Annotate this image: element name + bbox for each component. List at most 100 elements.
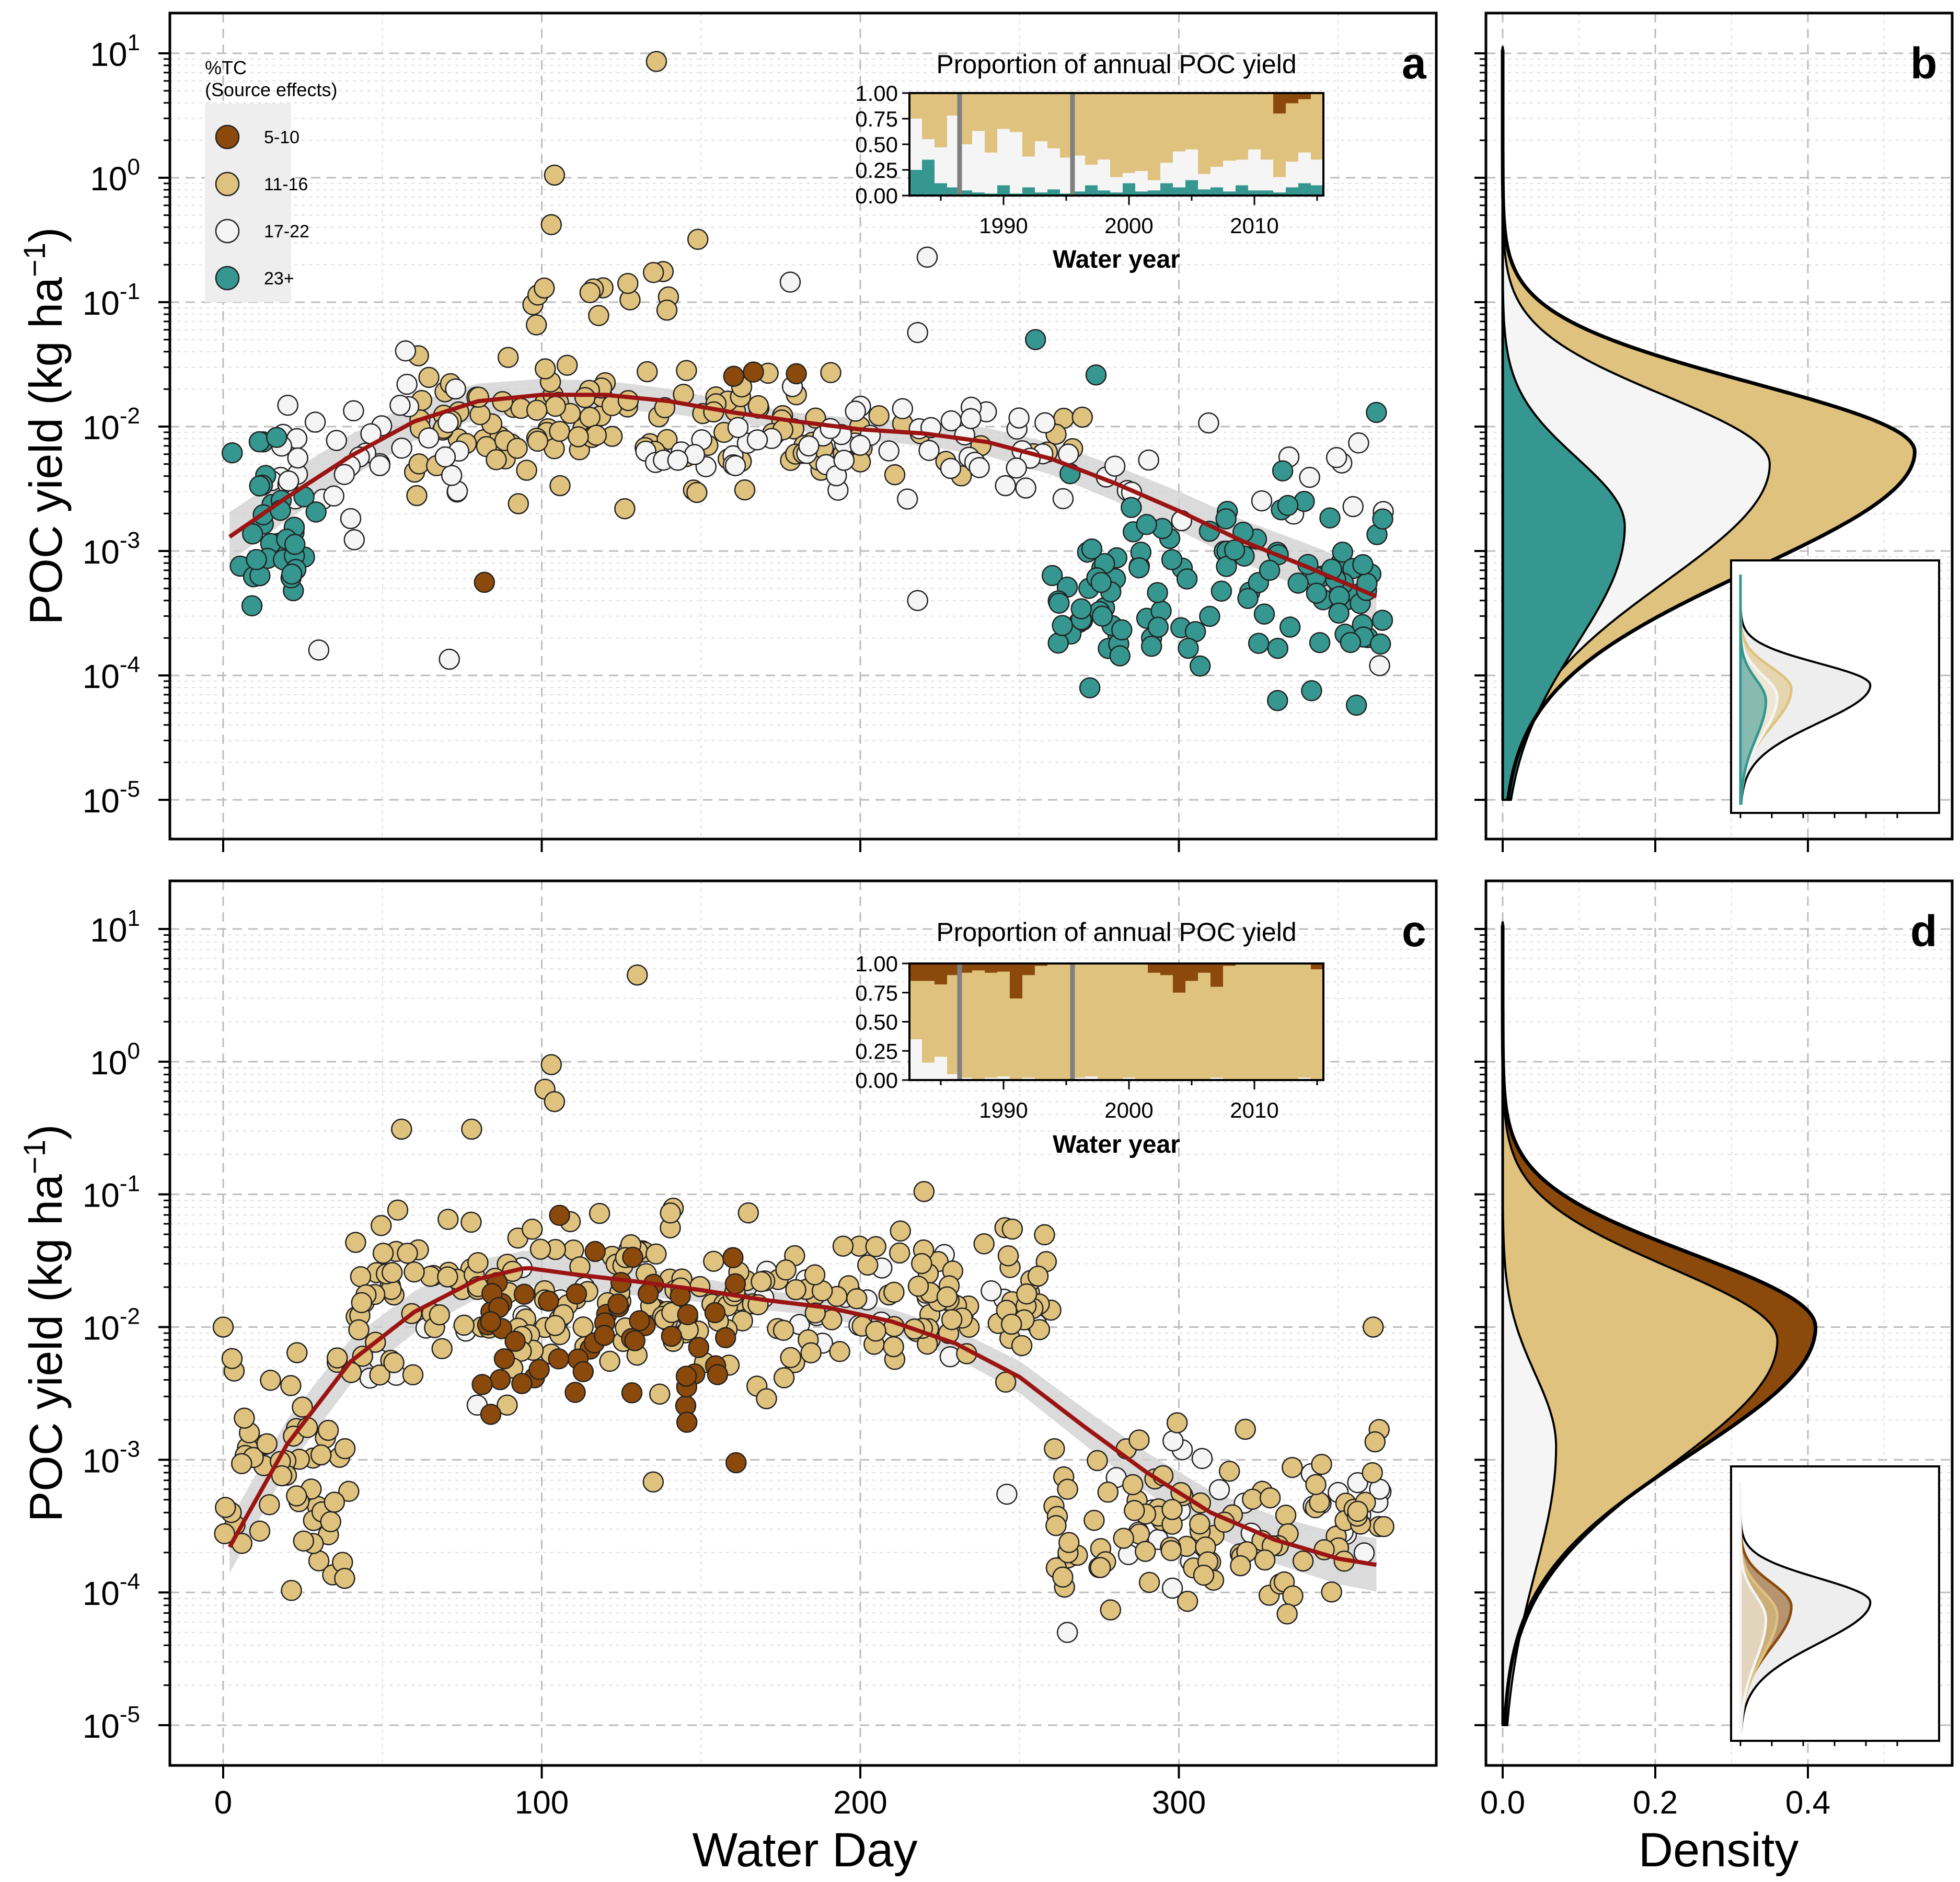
inset-bar-segment [1160, 963, 1173, 976]
data-point [1124, 1500, 1145, 1521]
data-point [1224, 539, 1246, 561]
mini-inset-density [1739, 1481, 1768, 1733]
data-point [907, 1276, 929, 1297]
inset-bar-segment [1085, 93, 1098, 165]
inset-x-tick-label: 2000 [1104, 1098, 1153, 1122]
inset-bar-segment [1198, 174, 1211, 190]
data-point [305, 501, 327, 523]
data-point [704, 1302, 726, 1324]
y-tick-label: 101 [90, 905, 140, 949]
inset-bar-segment [935, 147, 948, 183]
data-point [1161, 1499, 1183, 1520]
data-point [234, 1407, 255, 1429]
data-point [832, 1235, 854, 1257]
legend-circle-marker [215, 266, 240, 291]
inset-bar-segment [1198, 93, 1211, 174]
data-point [622, 1246, 643, 1268]
legend-circle-marker [215, 171, 240, 197]
inset-bar-segment [1160, 975, 1173, 1080]
panel-b-frame [1484, 12, 1954, 841]
data-point [775, 1259, 797, 1281]
data-point [667, 450, 689, 471]
x-tick-label: 0.2 [1633, 1785, 1678, 1821]
inset-y-tick-label: 0.50 [855, 1010, 898, 1035]
inset-bar-segment [1123, 1077, 1136, 1080]
inset-bar-segment [960, 963, 973, 973]
data-point [492, 391, 513, 412]
data-point [1259, 1487, 1281, 1509]
data-point [504, 1330, 526, 1352]
data-point [617, 389, 639, 411]
data-point [656, 300, 678, 321]
data-point [439, 648, 460, 670]
inset-bar-segment [1022, 975, 1035, 1078]
inset-bar-segment [1148, 190, 1161, 196]
panel-d-frame [1484, 879, 1954, 1767]
data-point [907, 322, 928, 343]
data-point [1000, 1313, 1022, 1335]
data-point [471, 1374, 493, 1395]
data-point [248, 431, 270, 453]
data-point [556, 354, 578, 376]
data-point [878, 440, 900, 462]
data-point [304, 411, 326, 433]
data-point [1034, 1224, 1055, 1246]
data-point [310, 1444, 332, 1466]
inset-y-tick-label: 1.00 [855, 81, 898, 106]
inset-bar-segment [1298, 93, 1311, 99]
inset-bar-segment [997, 963, 1010, 972]
data-point [525, 314, 547, 336]
panel-c-axes: 10-5 10-4 10-3 10-2 10-1 100 101 0 100 200 300 [83, 905, 1206, 1821]
data-point [1366, 401, 1387, 423]
data-point [1128, 557, 1150, 579]
inset-c-frame [908, 962, 1324, 1081]
data-point [1253, 603, 1275, 625]
inset-a-bars [909, 93, 1324, 196]
inset-bar-segment [935, 963, 948, 985]
data-point [1128, 1429, 1150, 1451]
data-point [892, 398, 914, 420]
data-point [516, 460, 537, 481]
data-point [773, 1367, 795, 1388]
inset-bar-segment [1261, 159, 1274, 191]
data-point [395, 340, 417, 362]
y-axis-title-top: POC yield (kg ha−1) [18, 227, 72, 625]
inset-bar-segment [935, 1057, 948, 1080]
inset-bar-segment [1047, 963, 1060, 1080]
data-point [1147, 582, 1168, 603]
inset-bar-segment [1010, 998, 1023, 1080]
data-point [418, 427, 440, 449]
data-point [441, 465, 463, 486]
inset-bar-segment [1123, 93, 1136, 173]
data-point [589, 1202, 610, 1224]
inset-bar-segment [1123, 183, 1136, 196]
data-point [780, 1347, 801, 1369]
data-point [1015, 477, 1036, 499]
data-point [637, 1283, 659, 1304]
inset-bar-segment [922, 963, 935, 981]
panel-a-axes: 10-5 10-4 10-3 10-2 10-1 100 101 [83, 30, 1180, 852]
data-point [1309, 632, 1331, 653]
data-point [345, 1232, 366, 1253]
data-point [1090, 571, 1112, 593]
data-point [747, 395, 769, 417]
inset-bar-segment [1010, 963, 1023, 999]
y-tick-label: 10-4 [83, 1569, 140, 1612]
inset-bar-segment [1236, 93, 1249, 160]
data-point [387, 1199, 409, 1221]
data-point [661, 1325, 683, 1347]
x-tick-label: 0.4 [1785, 1785, 1830, 1821]
data-point [256, 1433, 278, 1454]
inset-bar-segment [1248, 149, 1261, 191]
data-point [406, 485, 428, 507]
data-point [540, 1054, 562, 1075]
inset-bar-segment [1286, 963, 1299, 1080]
data-point [493, 1348, 515, 1370]
data-point [453, 1314, 475, 1336]
data-point [1085, 364, 1107, 386]
inset-bar-segment [1210, 963, 1224, 987]
data-point [391, 438, 412, 459]
data-point [1230, 1555, 1251, 1577]
data-point [1242, 1488, 1263, 1510]
data-point [660, 1202, 681, 1224]
